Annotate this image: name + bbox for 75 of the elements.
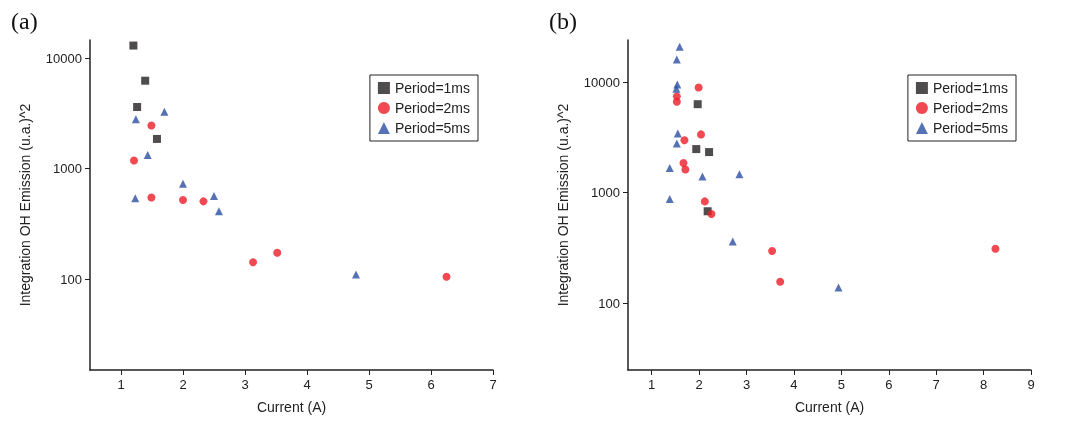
point [768,247,777,256]
point [129,41,138,50]
x-tick-label: 5 [837,377,845,392]
point [675,42,684,51]
point [351,270,360,279]
chart-title: (a) [11,8,38,34]
x-tick-label: 7 [932,377,940,392]
point [249,258,258,267]
y-axis-title: Integration OH Emission (u.a.)^2 [17,103,33,307]
x-tick-label: 4 [303,377,311,392]
point [160,107,169,116]
x-tick-label: 9 [1027,377,1035,392]
point [697,130,706,139]
point [214,207,223,216]
point [199,197,208,206]
point [179,195,187,204]
x-tick-label: 6 [885,377,893,392]
legend-label: Period=2ms [394,100,470,116]
point [442,272,451,281]
point [680,136,689,145]
x-tick-label: 3 [241,377,249,392]
y-axis-title: Integration OH Emission (u.a.)^2 [555,103,571,307]
point [672,55,681,64]
x-tick-label: 5 [365,377,373,392]
x-axis-title: Current (A) [256,399,327,415]
point [776,277,785,286]
y-tick-label: 100 [598,295,620,311]
legend-label: Period=5ms [932,120,1008,136]
point [179,179,187,188]
point [698,172,707,181]
legend-label: Period=2ms [932,100,1008,116]
point [693,100,702,109]
point [991,244,1000,253]
point [133,103,142,112]
point [692,145,701,154]
point [707,209,716,218]
legend-label: Period=5ms [394,120,470,136]
point [728,237,737,246]
legend-label: Period=1ms [394,80,470,96]
point [834,283,843,292]
point [147,193,156,202]
x-tick-label: 3 [742,377,751,392]
point [672,84,681,93]
point [665,195,674,204]
point [681,165,690,174]
x-tick-label: 8 [979,377,988,392]
point [735,170,744,179]
x-tick-label: 1 [117,377,125,392]
y-tick-label: 1000 [53,161,82,177]
point [273,248,282,257]
x-tick-label: 7 [489,377,497,392]
point [672,97,681,106]
x-tick-label: 4 [790,377,798,392]
point [672,139,681,148]
x-tick-label: 6 [427,377,435,392]
point [700,197,709,206]
x-tick-label: 2 [695,377,703,392]
y-tick-label: 1000 [591,185,620,201]
point [143,151,152,160]
point [210,191,218,200]
x-axis-title: Current (A) [794,399,865,415]
x-tick-label: 2 [179,377,187,392]
y-tick-label: 10000 [583,74,620,90]
legend-label: Period=1ms [932,80,1008,96]
point [694,83,703,92]
point [131,115,140,124]
point [141,76,150,85]
point [147,121,156,130]
y-tick-label: 10000 [45,50,82,66]
point [705,148,714,157]
chart-title: (b) [549,8,577,34]
point [130,156,139,165]
x-tick-label: 1 [648,377,656,392]
y-tick-label: 100 [60,271,82,287]
point [152,134,161,143]
